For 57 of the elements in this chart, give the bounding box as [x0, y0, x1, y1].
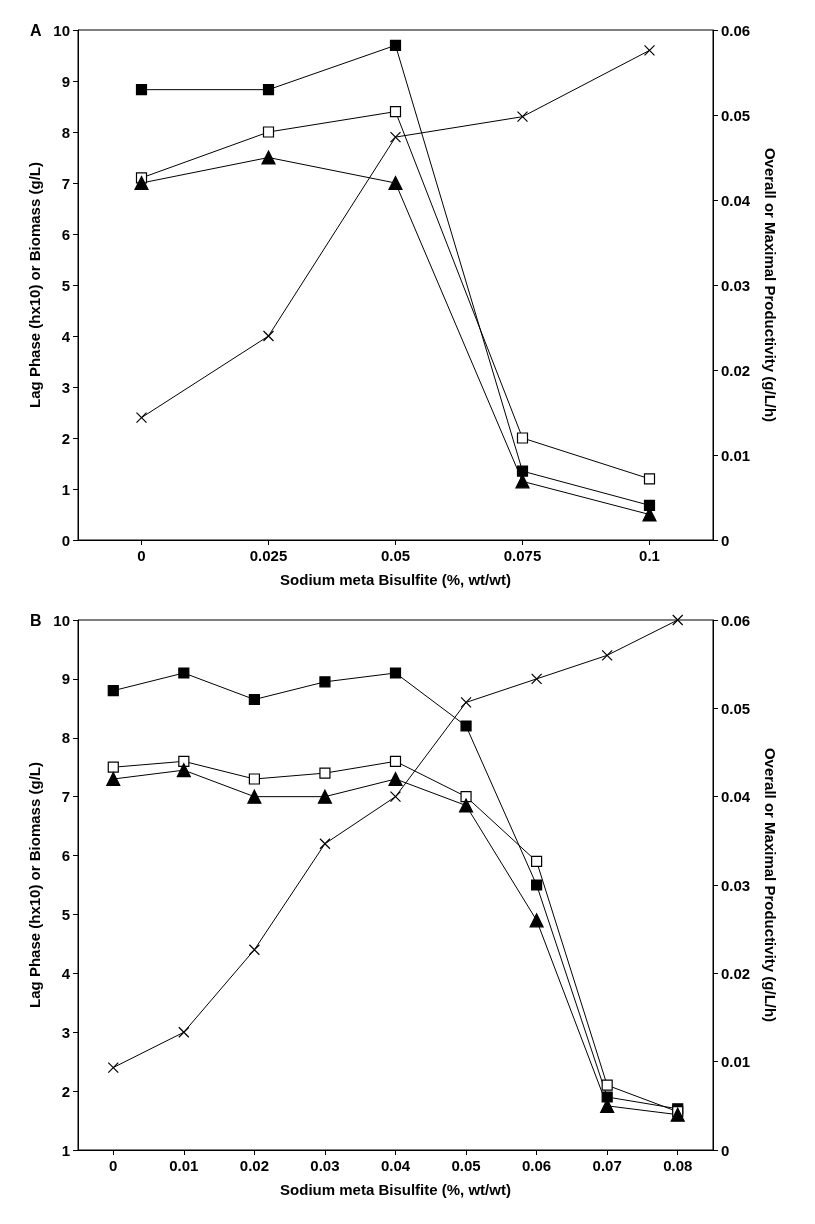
x-tick-label: 0.02	[239, 1157, 269, 1174]
y-axis-title: Lag Phase (hx10) or Biomass (g/L)	[26, 162, 44, 408]
x-axis-title: Sodium meta Bisulfite (%, wt/wt)	[280, 571, 511, 588]
y-tick-label: 3	[61, 1023, 70, 1041]
y-tick-label: 7	[61, 788, 70, 806]
y2-tick-label: 0.04	[721, 191, 751, 209]
y2-axis-title: Overall or Maximal Productivity (g/L/h)	[762, 147, 779, 423]
y2-tick-label: 0.01	[721, 446, 751, 464]
y-tick-label: 10	[53, 21, 70, 39]
y2-tick-label: 0.01	[721, 1053, 751, 1071]
y2-tick-label: 0.03	[721, 876, 751, 894]
y-tick-label: 0	[61, 531, 70, 549]
y-tick-label: 2	[61, 429, 70, 447]
x-tick-label: 0.05	[380, 547, 411, 564]
x-tick-label: 0.06	[522, 1157, 552, 1174]
y-tick-label: 10	[53, 611, 70, 629]
x-tick-label: 0.08	[663, 1157, 693, 1174]
x-tick-label: 0.1	[639, 547, 660, 564]
y-tick-label: 9	[61, 72, 70, 90]
y-tick-label: 7	[61, 174, 70, 192]
x-tick-label: 0	[109, 1157, 118, 1174]
y-tick-label: 6	[61, 225, 70, 243]
x-tick-label: 0.075	[503, 547, 542, 564]
x-tick-label: 0.07	[592, 1157, 622, 1174]
x-tick-label: 0.01	[169, 1157, 199, 1174]
y2-tick-label: 0	[721, 1141, 730, 1159]
y2-axis-title: Overall or Maximal Productivity (g/L/h)	[762, 747, 779, 1023]
text: A	[30, 21, 42, 39]
y-tick-label: 4	[61, 964, 71, 982]
y-axis-title: Lag Phase (hx10) or Biomass (g/L)	[26, 762, 44, 1008]
y2-tick-label: 0.05	[721, 106, 751, 124]
x-tick-label: 0.03	[310, 1157, 340, 1174]
x-tick-label: 0.05	[451, 1157, 481, 1174]
y-tick-label: 1	[61, 480, 70, 498]
x-axis-title: Sodium meta Bisulfite (%, wt/wt)	[280, 1181, 511, 1198]
y-tick-label: 8	[61, 729, 70, 747]
y2-tick-label: 0	[721, 531, 730, 549]
text: B	[30, 611, 42, 629]
y2-tick-label: 0.05	[721, 699, 751, 717]
y-tick-label: 6	[61, 847, 70, 865]
x-tick-label: 0.025	[249, 547, 288, 564]
y2-tick-label: 0.06	[721, 21, 751, 39]
y2-tick-label: 0.06	[721, 611, 751, 629]
x-tick-label: 0	[137, 547, 146, 564]
y-tick-label: 5	[61, 905, 70, 923]
y-tick-label: 3	[61, 378, 70, 396]
y-tick-label: 1	[61, 1141, 70, 1159]
y-tick-label: 8	[61, 123, 70, 141]
y-tick-label: 2	[61, 1082, 70, 1100]
y-tick-label: 4	[61, 327, 71, 345]
y2-tick-label: 0.03	[721, 276, 751, 294]
y2-tick-label: 0.02	[721, 361, 751, 379]
y2-tick-label: 0.02	[721, 964, 751, 982]
x-tick-label: 0.04	[380, 1157, 411, 1174]
y2-tick-label: 0.04	[721, 788, 751, 806]
y-tick-label: 9	[61, 670, 70, 688]
y-tick-label: 5	[61, 276, 70, 294]
